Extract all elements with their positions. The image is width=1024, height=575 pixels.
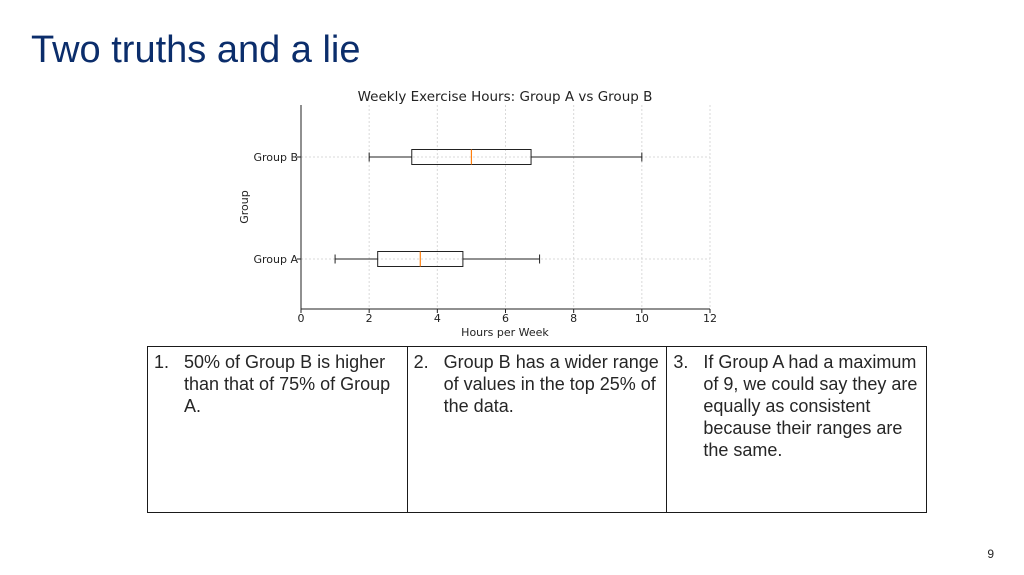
statement-3: 3. If Group A had a maximum of 9, we cou…: [673, 351, 920, 461]
x-tick-label: 10: [635, 312, 649, 325]
box-group-b: [368, 149, 643, 165]
x-axis-label: Hours per Week: [461, 326, 549, 339]
x-tick-label: 2: [366, 312, 373, 325]
boxplot-chart: Weekly Exercise Hours: Group A vs Group …: [238, 89, 717, 339]
statements-table: 1. 50% of Group B is higher than that of…: [147, 346, 927, 513]
x-tick-label: 0: [298, 312, 305, 325]
x-tick-label: 6: [502, 312, 509, 325]
x-tick-label: 8: [570, 312, 577, 325]
slide-title: Two truths and a lie: [31, 29, 361, 71]
statement-number: 1.: [154, 352, 170, 372]
statement-text: If Group A had a maximum of 9, we could …: [703, 352, 918, 460]
box-group-a: [334, 251, 541, 267]
statement-cell-3: 3. If Group A had a maximum of 9, we cou…: [666, 346, 927, 513]
grid-lines: [301, 105, 711, 309]
boxes: [334, 149, 643, 267]
chart-title: Weekly Exercise Hours: Group A vs Group …: [358, 89, 653, 105]
statement-text: 50% of Group B is higher than that of 75…: [184, 352, 391, 416]
x-ticks: 0 2 4 6 8 10 12 Group A Group B: [253, 151, 717, 325]
y-tick-label: Group B: [253, 151, 298, 164]
statements-row: 1. 50% of Group B is higher than that of…: [147, 346, 927, 513]
statement-2: 2. Group B has a wider range of values i…: [414, 351, 661, 417]
statement-cell-2: 2. Group B has a wider range of values i…: [406, 346, 668, 513]
statement-number: 3.: [673, 352, 689, 372]
y-axis-label: Group: [238, 190, 251, 224]
statement-text: Group B has a wider range of values in t…: [443, 352, 659, 416]
x-tick-label: 12: [703, 312, 717, 325]
statement-number: 2.: [413, 352, 429, 372]
page-number: 9: [987, 547, 994, 561]
statement-cell-1: 1. 50% of Group B is higher than that of…: [147, 346, 408, 513]
statement-1: 1. 50% of Group B is higher than that of…: [154, 351, 401, 417]
y-tick-label: Group A: [253, 253, 298, 266]
x-tick-label: 4: [434, 312, 441, 325]
